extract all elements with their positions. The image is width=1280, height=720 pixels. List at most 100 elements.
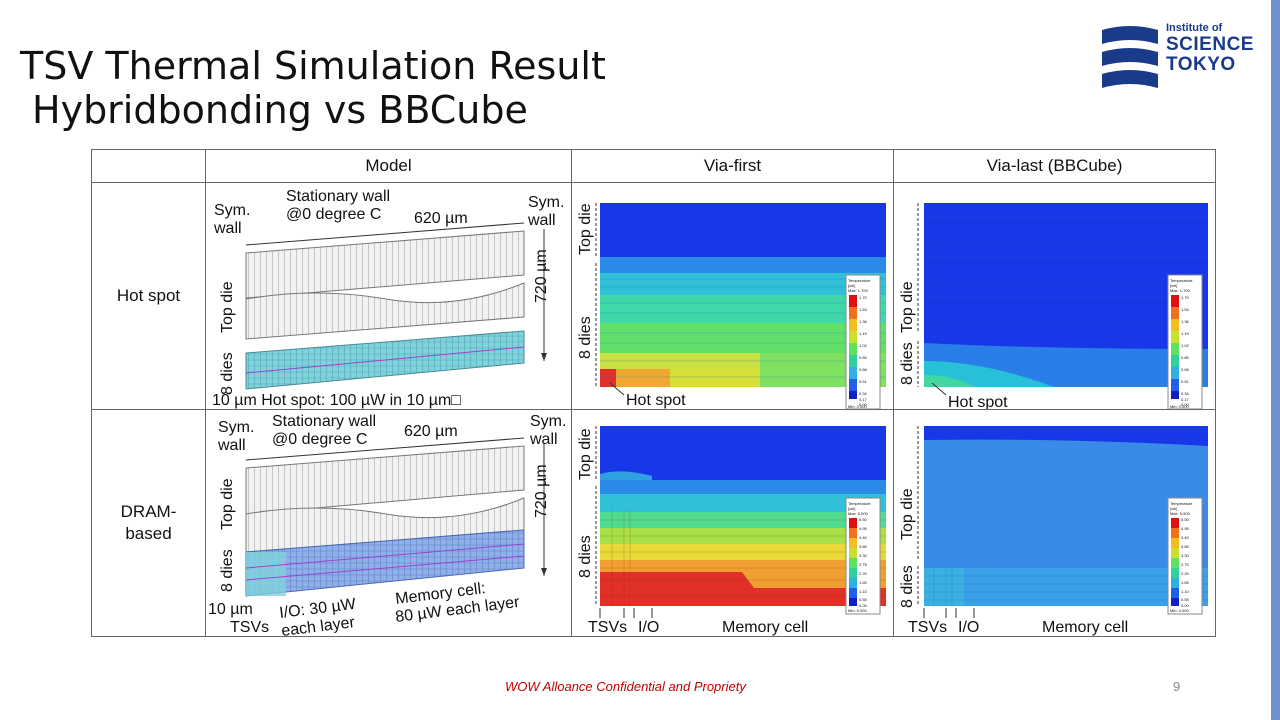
legend-tick: 0.51 (1181, 379, 1190, 384)
label-sym-right-2: wall (527, 212, 556, 229)
legend-tick: 1.36 (859, 319, 868, 324)
legend-unit: [cel] (848, 506, 855, 511)
legend-max: Max: 1.700 (1170, 288, 1191, 293)
label-top-die: Top die (219, 281, 236, 333)
model-dram-figure: Stationary wall @0 degree C 620 µm Sym. … (208, 413, 566, 636)
legend-tick: 2.20 (1181, 571, 1190, 576)
legend-tick: 0.68 (1181, 367, 1190, 372)
title-line-1: TSV Thermal Simulation Result (20, 44, 606, 88)
legend-tick: 1.53 (859, 307, 868, 312)
row-label-dram-based: DRAM- based (91, 409, 206, 637)
confidential-footer: WOW Alloance Confidential and Propriety (505, 679, 746, 694)
legend-min: Min: 0.000 (1170, 404, 1189, 409)
legend-via-first-dram: Temperature [cel] Max: 5.500 5.50 4.95 4… (845, 497, 881, 615)
legend-tick: 1.36 (1181, 319, 1190, 324)
legend-min: Min: 0.000 (1170, 608, 1189, 613)
legend-tick: 0.00 (1181, 603, 1190, 608)
via-last-top-die-label: Top die (899, 488, 916, 540)
label-sym-right-1: Sym. (528, 194, 564, 211)
legend-title: Temperature (1170, 278, 1193, 283)
via-first-tsvs-label: TSVs (588, 619, 627, 636)
label-sym-left-1: Sym. (218, 419, 254, 436)
legend-tick: 0.34 (1181, 391, 1190, 396)
via-last-hot-spot-result: Top die 8 dies Hot spot Temperature [cel… (893, 182, 1216, 410)
legend-tick: 1.19 (859, 331, 868, 336)
title-line-2: Hybridbonding vs BBCube (32, 88, 528, 132)
legend-unit: [cel] (1170, 506, 1177, 511)
label-width: 620 µm (404, 423, 458, 440)
legend-tick: 0.00 (859, 402, 868, 407)
logo-line-1: Institute of (1166, 22, 1223, 34)
legend-via-first-hot: Temperature [cel] Max: 1.700 1.70 1.53 1… (845, 274, 881, 409)
header-model: Model (205, 149, 572, 183)
label-stationary-2: @0 degree C (286, 206, 381, 223)
header-empty (91, 149, 206, 183)
label-sym-left-1: Sym. (214, 202, 250, 219)
legend-max: Max: 5.500 (848, 511, 869, 516)
via-last-top-die-label: Top die (899, 281, 916, 333)
via-first-dram-figure: Top die 8 dies TSVs I/O Memory cell Temp… (577, 426, 886, 636)
label-stationary-1: Stationary wall (272, 413, 376, 430)
label-width: 620 µm (414, 210, 468, 227)
logo-line-3: TOKYO (1166, 54, 1236, 75)
via-first-top-die-label: Top die (577, 203, 594, 255)
comparison-table: Model Via-first Via-last (BBCube) Hot sp… (91, 149, 1216, 637)
legend-tick: 4.95 (859, 526, 868, 531)
legend-title: Temperature (1170, 501, 1193, 506)
legend-tick: 3.85 (1181, 544, 1190, 549)
table-header-row: Model Via-first Via-last (BBCube) (91, 149, 1216, 183)
legend-tick: 4.40 (1181, 535, 1190, 540)
legend-min: Min: 0.000 (848, 404, 867, 409)
legend-tick: 0.55 (1181, 597, 1190, 602)
logo-line-2: SCIENCE (1166, 34, 1254, 55)
via-last-dram-result: Top die 8 dies TSVs I/O Memory cell Temp… (893, 409, 1216, 637)
legend-max: Max: 5.500 (1170, 511, 1191, 516)
legend-tick: 2.75 (859, 562, 868, 567)
via-last-io-label: I/O (958, 619, 979, 636)
header-via-first: Via-first (571, 149, 894, 183)
legend-via-last-hot: Temperature [cel] Max: 1.700 1.70 1.53 1… (1167, 274, 1203, 409)
table-row-hot-spot: Hot spot (91, 182, 1216, 410)
via-last-hot-spot-label: Hot spot (948, 394, 1008, 409)
row-label-hot-spot: Hot spot (91, 182, 206, 410)
legend-tick: 4.95 (1181, 526, 1190, 531)
legend-tick: 0.00 (1181, 402, 1190, 407)
label-tsvs: TSVs (230, 619, 269, 636)
via-last-8-dies-label: 8 dies (899, 565, 916, 608)
legend-tick: 0.34 (859, 391, 868, 396)
via-first-8-dies-label: 8 dies (577, 535, 594, 578)
legend-tick: 0.17 (1181, 397, 1190, 402)
legend-tick: 0.51 (859, 379, 868, 384)
via-first-8-dies-label: 8 dies (577, 316, 594, 359)
via-last-hot-spot-figure: Top die 8 dies Hot spot Temperature [cel… (899, 203, 1208, 409)
slide-title: TSV Thermal Simulation Result Hybridbond… (20, 44, 606, 132)
legend-via-last-dram: Temperature [cel] Max: 5.500 5.50 4.95 4… (1167, 497, 1203, 615)
legend-tick: 1.70 (1181, 295, 1190, 300)
legend-tick: 1.65 (1181, 580, 1190, 585)
label-sym-left-2: wall (213, 220, 242, 237)
label-8-dies: 8 dies (219, 549, 236, 592)
legend-tick: 3.30 (1181, 553, 1190, 558)
model-diagram-dram: Stationary wall @0 degree C 620 µm Sym. … (205, 409, 572, 637)
label-10um: 10 µm (208, 601, 253, 618)
legend-title: Temperature (848, 501, 871, 506)
legend-tick: 0.00 (859, 603, 868, 608)
page-number: 9 (1173, 679, 1181, 694)
label-height: 720 µm (533, 249, 550, 303)
legend-unit: [cel] (848, 283, 855, 288)
legend-tick: 4.40 (859, 535, 868, 540)
legend-min: Min: 0.000 (848, 608, 867, 613)
legend-tick: 1.02 (859, 343, 868, 348)
legend-max: Max: 1.700 (848, 288, 869, 293)
legend-tick: 0.85 (1181, 355, 1190, 360)
via-first-hot-spot-figure: Top die 8 dies Hot spot Temperature [cel… (577, 203, 886, 409)
legend-tick: 1.10 (859, 589, 868, 594)
via-last-dram-figure: Top die 8 dies TSVs I/O Memory cell Temp… (899, 426, 1208, 636)
model-diagram-hot-spot: Stationary wall @0 degree C 620 µm Sym. … (205, 182, 572, 410)
legend-tick: 1.10 (1181, 589, 1190, 594)
label-sym-left-2: wall (217, 437, 246, 454)
via-last-8-dies-label: 8 dies (899, 342, 916, 385)
legend-tick: 5.50 (1181, 517, 1190, 522)
legend-tick: 1.70 (859, 295, 868, 300)
legend-tick: 0.55 (859, 597, 868, 602)
